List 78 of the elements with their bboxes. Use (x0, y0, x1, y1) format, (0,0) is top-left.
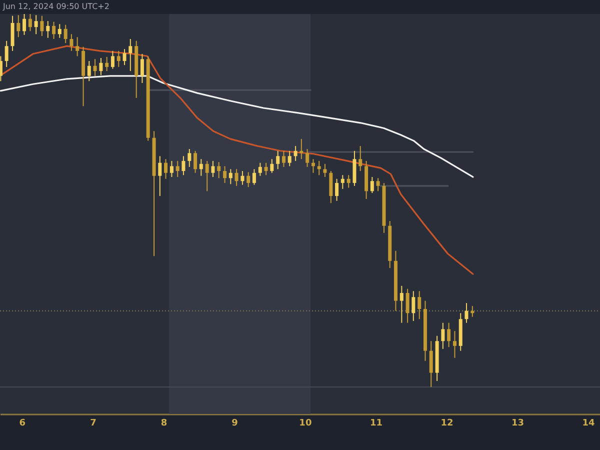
candlestick (246, 172, 250, 188)
x-tick-label: 9 (232, 418, 238, 428)
x-tick-label: 14 (582, 418, 595, 428)
candlestick (464, 302, 468, 324)
candlestick (140, 53, 144, 84)
candlestick (358, 146, 362, 172)
candlestick (288, 150, 292, 167)
candlestick (223, 166, 227, 184)
candlestick (270, 158, 274, 174)
candlestick (110, 50, 114, 70)
candlestick (58, 24, 62, 38)
x-tick-label: 13 (511, 418, 524, 428)
candlestick (340, 174, 344, 190)
candlestick (234, 168, 238, 186)
candlestick (452, 330, 456, 358)
candlestick (294, 146, 298, 162)
candlestick (4, 40, 8, 68)
candlestick (170, 160, 174, 178)
candlestick (447, 322, 451, 348)
candlestick (217, 162, 221, 179)
candlestick (264, 162, 268, 176)
text: Jun 12, 2024 09:50 UTC+2 (2, 2, 110, 11)
candlestick (205, 160, 209, 192)
candlestick (282, 150, 286, 168)
candlestick (188, 148, 192, 168)
candlestick (16, 14, 20, 38)
candlestick (228, 168, 232, 185)
candlestick (346, 174, 350, 188)
candlestick (158, 156, 162, 197)
candlestick (28, 14, 32, 32)
candlestick (412, 290, 416, 322)
candlestick (128, 38, 132, 72)
candlestick (176, 160, 180, 178)
x-tick-label: 12 (440, 418, 454, 428)
candlestick (429, 340, 433, 388)
candlestick (400, 285, 404, 324)
candlestick (40, 15, 44, 37)
candlestick (76, 36, 80, 57)
candlestick (164, 158, 168, 180)
candlestick (276, 150, 280, 170)
candlestick (418, 290, 422, 320)
candlestick (46, 20, 50, 38)
candlestick (376, 178, 380, 192)
candlestick (352, 150, 356, 186)
candlestick (470, 306, 474, 318)
candlestick (22, 14, 26, 36)
candlestick (258, 162, 262, 176)
candlestick (252, 168, 256, 186)
candlestick (306, 148, 310, 168)
candlestick (34, 14, 38, 35)
candlestick (52, 21, 56, 40)
candlestick (370, 176, 374, 194)
candlestick (93, 58, 97, 76)
candlestick (441, 322, 445, 350)
candlestick (199, 158, 203, 176)
candlestick (105, 56, 109, 72)
candlestick (211, 160, 215, 178)
candlestick (10, 15, 14, 52)
candlestick (194, 150, 198, 174)
candlestick (323, 163, 327, 178)
candlestick (240, 170, 244, 186)
candlestick (122, 48, 126, 66)
candlestick (70, 34, 74, 52)
candlestick (99, 58, 103, 76)
candlestick (116, 50, 120, 68)
candlestick (317, 160, 321, 176)
x-tick-label: 6 (19, 418, 26, 428)
x-tick-label: 11 (370, 418, 382, 428)
candlestick (64, 24, 68, 44)
x-tick-label: 7 (90, 418, 96, 428)
candlestick (329, 170, 333, 204)
candlestick (300, 138, 304, 160)
candlestick (406, 288, 410, 324)
x-tick-label: 10 (299, 418, 312, 428)
candlestick (87, 60, 91, 82)
candlestick (335, 178, 339, 202)
x-tick-label: 8 (160, 418, 168, 428)
candlestick (182, 156, 186, 176)
